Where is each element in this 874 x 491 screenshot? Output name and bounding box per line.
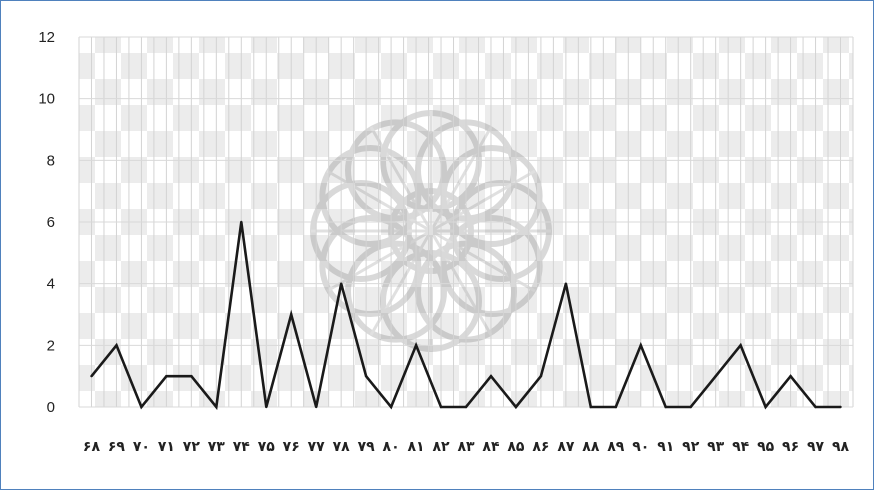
x-tick-label: ۷۵: [258, 439, 276, 455]
y-tick-label: 6: [47, 214, 55, 231]
data-point: [364, 374, 368, 378]
x-tick-label: ۹۷: [807, 439, 825, 455]
data-point: [564, 282, 568, 285]
watermark-ray: [430, 229, 536, 293]
data-point: [464, 405, 468, 409]
series-line: [90, 220, 842, 411]
watermark-ray: [369, 126, 433, 232]
data-point: [140, 405, 143, 409]
x-tick-label: ۸۸: [582, 439, 600, 455]
watermark-petal: [319, 145, 422, 247]
x-tick-label: ۸۹: [607, 439, 625, 455]
x-tick-label: ۸۴: [482, 439, 500, 455]
x-tick-label: ۷۲: [183, 439, 201, 455]
x-tick-label: ۷۸: [333, 439, 351, 455]
data-point: [389, 405, 393, 409]
y-tick-label: 2: [47, 337, 55, 354]
data-point: [839, 405, 842, 409]
data-point: [215, 405, 218, 409]
x-tick-label: ۹۳: [707, 439, 725, 455]
watermark-emblem: [310, 110, 552, 352]
watermark-petal: [319, 215, 422, 317]
watermark-petal: [450, 180, 552, 282]
data-point: [165, 374, 168, 378]
data-point: [265, 405, 268, 409]
y-tick-label: 8: [47, 152, 55, 169]
y-tick-label: 10: [38, 91, 55, 108]
y-tick-label: 4: [47, 276, 55, 293]
watermark-petal: [310, 180, 412, 282]
data-point: [614, 405, 618, 409]
x-tick-label: ۸۳: [457, 439, 475, 455]
watermark-petal: [440, 215, 543, 317]
watermark-petal: [345, 119, 447, 222]
data-point: [339, 282, 343, 285]
data-point: [639, 344, 642, 347]
x-tick-label: ۸۱: [408, 439, 425, 455]
x-tick-label: ۹۰: [632, 439, 649, 455]
watermark-petal: [440, 145, 543, 247]
x-tick-label: ۷۳: [208, 439, 226, 455]
data-point: [190, 374, 193, 378]
x-tick-label: ۸۵: [507, 439, 525, 455]
data-point: [514, 405, 518, 409]
data-point: [589, 405, 593, 409]
data-point: [314, 405, 318, 409]
x-tick-label: ۶۹: [108, 439, 126, 455]
data-point: [539, 374, 543, 378]
data-point: [689, 405, 692, 409]
x-tick-label: ۶۸: [83, 439, 101, 455]
x-tick-label: ۹۱: [657, 439, 674, 455]
x-tick-label: ۸۰: [383, 439, 400, 455]
x-tick-label: ۷۹: [358, 439, 376, 455]
watermark-petal: [380, 250, 482, 352]
data-point: [414, 344, 418, 347]
y-tick-label: 0: [47, 399, 55, 416]
data-point: [664, 405, 667, 409]
y-axis-ticks: 0 2 4 6 8 10 12: [38, 29, 55, 416]
watermark-petal: [345, 240, 447, 343]
x-tick-label: ۸۶: [532, 439, 549, 455]
data-point: [764, 405, 767, 409]
data-point: [290, 313, 293, 316]
x-tick-label: ۸۷: [557, 439, 575, 455]
data-point: [739, 344, 742, 347]
x-tick-label: ۸۲: [432, 439, 450, 455]
x-tick-label: ۷۰: [133, 439, 150, 455]
x-tick-label: ۹۵: [757, 439, 775, 455]
data-point: [714, 374, 717, 378]
data-point: [439, 405, 443, 409]
data-point: [115, 344, 118, 347]
x-tick-label: ۷۷: [308, 439, 326, 455]
y-tick-label: 12: [38, 29, 55, 46]
x-tick-label: ۹۴: [732, 439, 750, 455]
data-point: [90, 374, 93, 378]
watermark-ray: [369, 230, 433, 336]
x-tick-label: ۷۶: [283, 439, 300, 455]
x-tick-label: ۷۱: [158, 439, 175, 455]
x-tick-label: ۹۶: [782, 439, 799, 455]
watermark-petal: [380, 110, 482, 212]
watermark-ray: [430, 169, 536, 233]
x-axis-ticks: ۶۸ ۶۹ ۷۰ ۷۱ ۷۲ ۷۳ ۷۴ ۷۵ ۷۶ ۷۷ ۷۸ ۷۹ ۸۰ ۸۱ ۸۲ ۸۳ ۸۴ ۸۵ ۸۶ ۸۷…: [83, 439, 850, 455]
x-tick-label: ۷۴: [233, 439, 251, 455]
data-point: [489, 374, 493, 378]
x-tick-label: ۹۲: [682, 439, 700, 455]
data-point: [789, 374, 792, 378]
x-tick-label: ۹۸: [832, 439, 850, 455]
data-point: [814, 405, 817, 409]
data-point: [240, 220, 243, 224]
